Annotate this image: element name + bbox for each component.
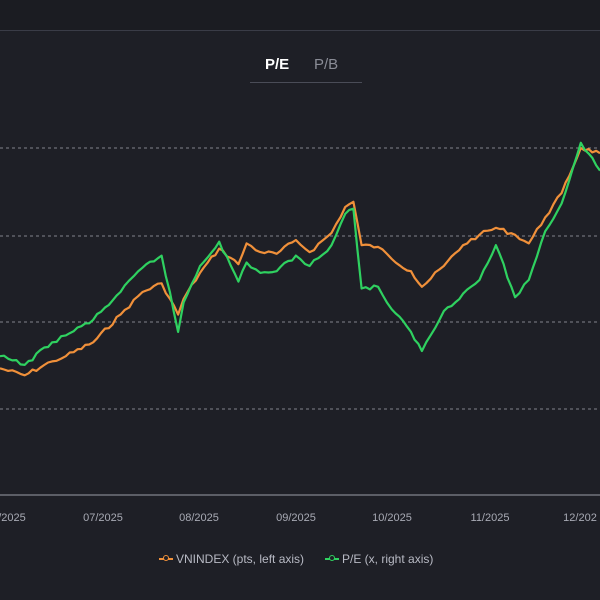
tab-pb[interactable]: P/B (314, 56, 339, 73)
legend-marker-pe (325, 554, 339, 564)
chart-legend: VNINDEX (pts, left axis) P/E (x, right a… (0, 552, 600, 570)
vnindex-line[interactable] (0, 146, 600, 377)
x-tick-label: 07/2025 (83, 512, 123, 524)
x-tick-label: 12/202 (563, 512, 597, 524)
x-tick-label: /2025 (0, 512, 26, 524)
ratio-tabs: P/E P/B (250, 56, 362, 83)
x-tick-label: 11/2025 (471, 512, 510, 524)
x-tick-label: 09/2025 (276, 512, 316, 524)
legend-item-pe[interactable]: P/E (x, right axis) (325, 552, 433, 566)
legend-label-pe: P/E (x, right axis) (342, 552, 434, 566)
legend-item-vnindex[interactable]: VNINDEX (pts, left axis) (159, 552, 304, 566)
tab-pe[interactable]: P/E (265, 56, 290, 73)
pe-line[interactable] (0, 141, 600, 366)
x-tick-label: 10/2025 (372, 512, 412, 524)
legend-marker-vnindex (159, 554, 173, 564)
top-bar (0, 0, 600, 31)
legend-label-vnindex: VNINDEX (pts, left axis) (176, 552, 305, 566)
x-tick-label: 08/2025 (179, 512, 219, 524)
